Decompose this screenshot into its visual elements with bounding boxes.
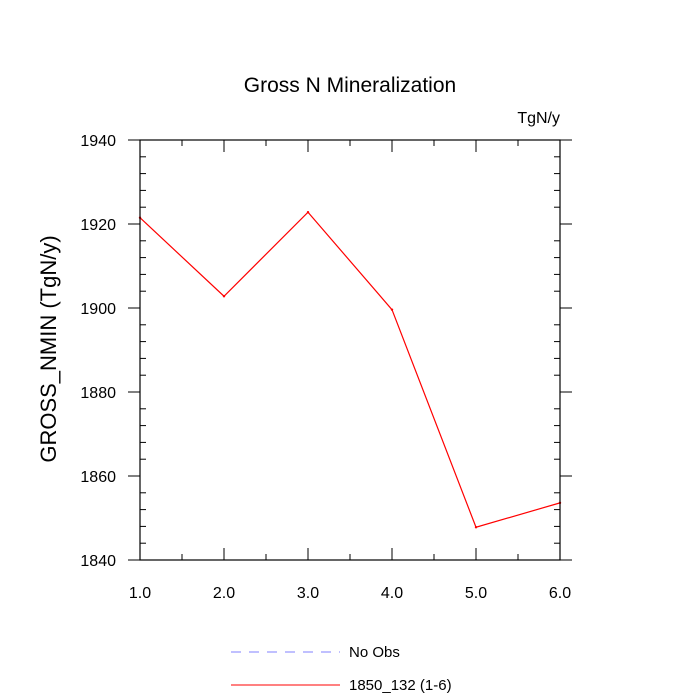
y-axis-label: GROSS_NMIN (TgN/y)	[36, 235, 61, 462]
x-tick-label: 5.0	[465, 585, 487, 602]
y-tick-label: 1860	[80, 469, 116, 486]
y-tick-label: 1920	[80, 217, 116, 234]
axis-ticks	[128, 139, 572, 561]
data-point	[306, 211, 310, 214]
chart-title: Gross N Mineralization	[244, 74, 456, 97]
y-tick-label: 1840	[80, 553, 116, 570]
y-tick-label: 1940	[80, 133, 116, 150]
data-point	[474, 526, 478, 529]
x-tick-label: 1.0	[129, 585, 151, 602]
x-tick-label: 2.0	[213, 585, 235, 602]
x-tick-label: 6.0	[549, 585, 571, 602]
x-tick-label: 3.0	[297, 585, 319, 602]
data-point	[222, 295, 226, 298]
y-tick-label: 1900	[80, 301, 116, 318]
y-tick-label: 1880	[80, 385, 116, 402]
series-line	[139, 211, 561, 528]
legend: No Obs 1850_132 (1-6)	[231, 644, 452, 694]
data-point	[390, 308, 394, 311]
series-layer	[138, 211, 562, 529]
plot-frame	[139, 139, 561, 561]
units-label: TgN/y	[517, 110, 560, 127]
tick-labels: 1.0 2.0 3.0 4.0 5.0 6.0 1840 1860 1880 1900 1920 19…	[80, 133, 571, 602]
x-tick-label: 4.0	[381, 585, 403, 602]
legend-label: 1850_132 (1-6)	[349, 677, 452, 694]
legend-label: No Obs	[349, 644, 400, 661]
